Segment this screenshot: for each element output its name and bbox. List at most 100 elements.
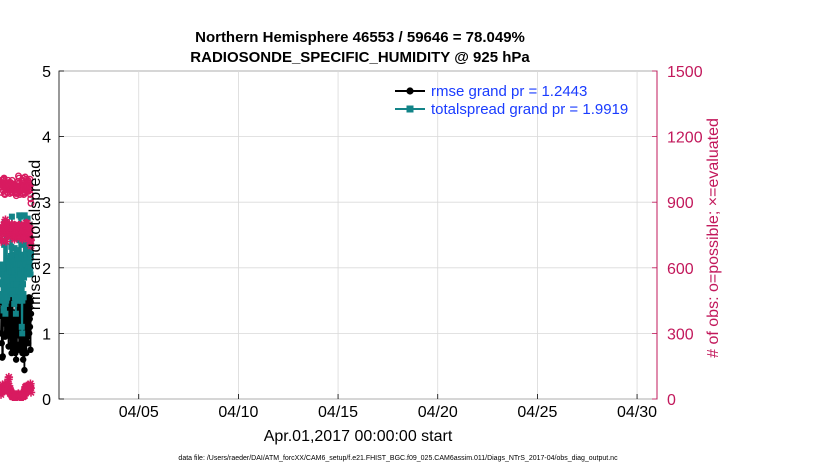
spread-point [0,268,5,275]
spread-point [11,258,18,265]
spread-point [2,300,9,307]
spread-point [28,251,34,258]
rmse-point [0,353,6,360]
y-tick-label-left: 5 [42,64,51,81]
spread-point [6,264,13,271]
y-tick-label-right: 1200 [667,130,703,147]
spread-point [12,310,19,317]
obs-evaluated-point [26,388,36,397]
y-tick-label-right: 1500 [667,64,703,81]
spread-point [27,271,34,278]
series-2 [0,172,35,207]
legend-rmse-label: rmse grand pr = 1.2443 [431,83,587,100]
spread-point [18,251,25,258]
spread-point [19,264,26,271]
axes-layer: 04/05 04/10 04/15 04/20 04/25 04/30 0 1 2 3 4 5 0 300… [42,64,703,421]
spread-point [27,254,34,261]
spread-point [11,300,18,307]
asterisk-stroke [5,373,13,381]
chart-subtitle: RADIOSONDE_SPECIFIC_HUMIDITY @ 925 hPa [190,49,530,66]
spread-point [13,247,20,254]
obs-possible-point [26,191,34,199]
legend-rmse-marker [406,87,414,95]
rmse-point [0,340,5,347]
x-tick-label: 04/15 [318,404,358,421]
spread-point [10,291,17,298]
spread-point [26,268,33,275]
spread-point [1,271,8,278]
x-tick-label: 04/10 [218,404,258,421]
spread-point [9,287,16,294]
asterisk-stroke [26,224,34,232]
spread-point [10,264,17,271]
rmse-point [26,315,33,323]
rmse-point [19,356,27,363]
spread-point [7,252,14,259]
spread-point [18,284,25,291]
spread-point [17,268,24,275]
spread-point [0,305,7,312]
legend-spread-label: totalspread grand pr = 1.9919 [431,101,628,118]
rmse-point [12,356,20,363]
asterisk-stroke [27,242,35,250]
y-tick-label-right: 900 [667,195,694,212]
spread-point [3,274,10,281]
series-4 [0,372,36,402]
spread-point [26,258,33,265]
asterisk-stroke [27,388,35,396]
spread-point [4,271,11,278]
rmse-point [27,310,35,317]
y-tick-label-left: 4 [42,130,51,147]
spread-point [22,261,29,268]
spread-point [2,281,9,288]
series-0 [0,258,35,374]
plot-frame [58,70,658,400]
spread-point [8,213,15,220]
y-tick-label-left: 1 [42,326,51,343]
spread-point [21,212,28,219]
spread-point [13,281,20,288]
spread-point [3,291,10,298]
obs-possible-point [26,186,34,194]
y-tick-label-left: 3 [42,195,51,212]
spread-point [5,258,12,265]
rmse-point [25,340,32,347]
y-tick-label-left: 2 [42,261,51,278]
obs-possible-point [27,199,35,207]
spread-point [14,251,21,258]
obs-possible-point [26,175,34,183]
spread-point [14,254,21,261]
spread-point [17,261,24,268]
rmse-point [26,330,33,337]
spread-point [0,294,6,301]
chart-title: Northern Hemisphere 46553 / 59646 = 78.0… [195,29,525,46]
obs-evaluated-point [4,372,14,382]
x-tick-label: 04/20 [418,404,458,421]
obs-possible-point [26,182,34,190]
spread-point [22,241,29,248]
series-layer [0,172,36,402]
spread-point [19,297,26,304]
spread-point [3,297,10,304]
rmse-point [15,341,23,348]
series-3 [0,215,36,251]
obs-evaluated-point [26,241,36,251]
spread-point [19,330,26,337]
spread-point [7,283,14,290]
spread-point [16,237,23,244]
spread-point [24,215,31,222]
spread-point [18,323,25,330]
y-axis-label-right: # of obs: o=possible; ×=evaluated [705,118,722,358]
y-axis-label-left: rmse and totalspread [27,160,44,310]
spread-point [2,310,9,317]
spread-point [4,277,11,284]
spread-point [17,271,24,278]
spread-point [20,294,27,301]
x-tick-label: 04/30 [617,404,657,421]
spread-point [20,291,27,298]
gridlines [59,70,657,400]
y-tick-label-left: 0 [42,392,51,409]
rmse-point [27,346,34,353]
spread-point [4,294,11,301]
y-tick-label-right: 600 [667,261,694,278]
